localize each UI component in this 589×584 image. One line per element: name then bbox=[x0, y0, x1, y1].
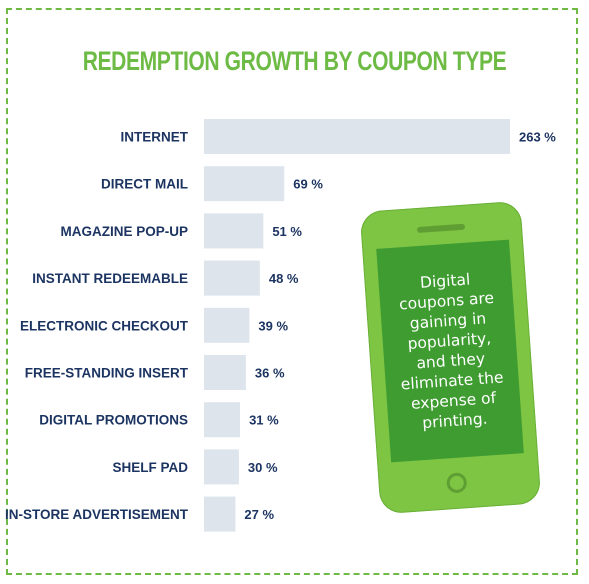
phone-message: Digital coupons are gaining in popularit… bbox=[398, 270, 505, 433]
value-label: 51 % bbox=[272, 224, 302, 239]
bar bbox=[204, 260, 260, 296]
value-label: 39 % bbox=[258, 318, 288, 333]
category-label: DIGITAL PROMOTIONS bbox=[39, 413, 188, 428]
bar bbox=[204, 496, 236, 532]
category-label: FREE-STANDING INSERT bbox=[25, 366, 189, 381]
bar bbox=[204, 166, 285, 202]
bar bbox=[204, 119, 510, 154]
category-label: SHELF PAD bbox=[112, 460, 188, 475]
dashed-border bbox=[6, 8, 578, 575]
category-label: ELECTRONIC CHECKOUT bbox=[20, 318, 189, 333]
bar bbox=[204, 402, 241, 438]
bar bbox=[204, 449, 239, 485]
value-label: 69 % bbox=[293, 177, 323, 192]
value-label: 27 % bbox=[244, 507, 274, 522]
category-label: INSTANT REDEEMABLE bbox=[32, 271, 188, 286]
bar bbox=[204, 213, 264, 249]
smartphone-icon: Digital coupons are gaining in popularit… bbox=[359, 200, 542, 515]
value-label: 48 % bbox=[269, 271, 299, 286]
phone-screen: Digital coupons are gaining in popularit… bbox=[376, 239, 524, 463]
bar bbox=[204, 307, 250, 343]
bar bbox=[204, 355, 246, 390]
value-label: 31 % bbox=[249, 413, 279, 428]
phone-home-button bbox=[446, 472, 468, 494]
category-label: IN-STORE ADVERTISEMENT bbox=[5, 507, 189, 522]
value-label: 263 % bbox=[519, 130, 556, 145]
phone-speaker bbox=[416, 223, 466, 234]
category-label: MAGAZINE POP-UP bbox=[60, 224, 188, 239]
category-label: INTERNET bbox=[121, 130, 189, 145]
value-label: 30 % bbox=[248, 460, 278, 475]
value-label: 36 % bbox=[255, 366, 285, 381]
chart-title: REDEMPTION GROWTH BY COUPON TYPE bbox=[82, 46, 507, 76]
category-label: DIRECT MAIL bbox=[101, 177, 188, 192]
